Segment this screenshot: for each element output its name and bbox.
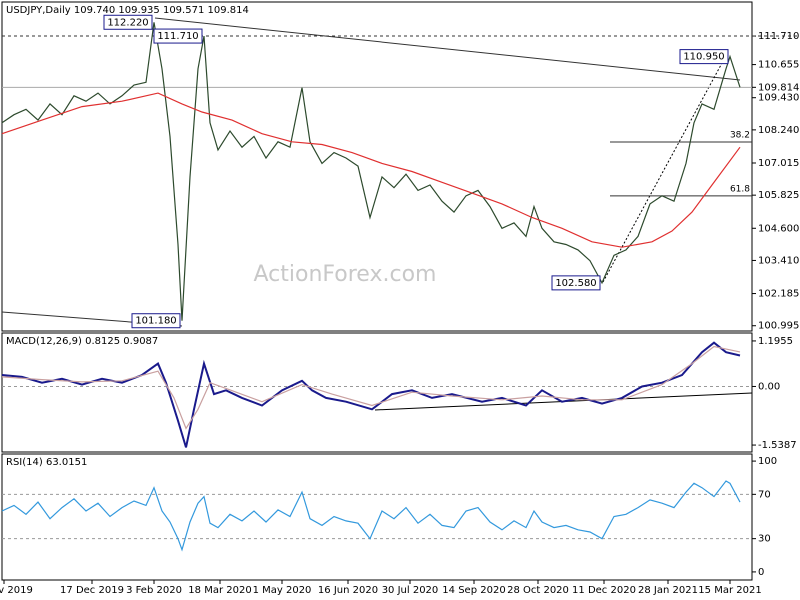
annotation-box: [153, 28, 203, 44]
annotation-label: 102.580: [555, 278, 596, 289]
x-tick-label: 1 Nov 2019: [0, 585, 33, 596]
y-tick-label: 109.430: [758, 93, 799, 104]
rsi-panel: [1, 453, 753, 581]
y-tick-label: 107.015: [758, 158, 799, 169]
y-tick-label: 30: [758, 534, 771, 545]
y-tick-label: 0: [758, 567, 764, 578]
annotation-label: 111.710: [157, 31, 198, 42]
y-tick-label: 105.825: [758, 190, 799, 201]
y-tick-label: 109.814: [758, 82, 799, 93]
annotation-box: [679, 49, 729, 65]
trendline: [154, 17, 741, 81]
y-tick-label: 1.1955: [758, 336, 793, 347]
series-line: [1, 92, 741, 248]
y-tick-label: 108.240: [758, 125, 799, 136]
panel-title: RSI(14) 63.0151: [6, 457, 87, 468]
x-tick-label: 11 Dec 2020: [572, 585, 636, 596]
annotation-box: [131, 313, 181, 329]
x-tick-label: 28 Jan 2021: [638, 585, 698, 596]
y-tick-label: 100: [758, 456, 777, 467]
y-tick-label: 102.185: [758, 289, 799, 300]
series-line: [1, 480, 741, 552]
annotation-label: 101.180: [135, 316, 176, 327]
y-tick-label: 104.600: [758, 223, 799, 234]
watermark: ActionForex.com: [254, 262, 437, 287]
macd-panel: [1, 332, 753, 453]
x-tick-label: 16 Jun 2020: [318, 585, 378, 596]
series-line: [1, 345, 741, 430]
y-tick-label: 100.995: [758, 321, 799, 332]
x-tick-label: 30 Jul 2020: [382, 585, 439, 596]
annotation-box: [551, 275, 601, 291]
y-tick-label: 103.410: [758, 255, 799, 266]
annotation-box: [103, 14, 153, 30]
y-tick-label: 0.00: [758, 381, 780, 392]
y-tick-label: -1.5387: [758, 440, 797, 451]
panel-title: MACD(12,26,9) 0.8125 0.9087: [6, 336, 158, 347]
annotation-label: 112.220: [107, 17, 148, 28]
x-tick-label: 15 Mar 2021: [698, 585, 761, 596]
x-tick-label: 3 Feb 2020: [126, 585, 182, 596]
fib-label: 38.2: [730, 131, 750, 141]
fib-label: 61.8: [730, 184, 750, 194]
y-tick-label: 70: [758, 489, 771, 500]
x-tick-label: 18 Mar 2020: [188, 585, 251, 596]
x-tick-label: 17 Dec 2019: [60, 585, 124, 596]
annotation-label: 110.950: [683, 52, 724, 63]
series-line: [1, 22, 741, 321]
y-tick-label: 110.655: [758, 60, 799, 71]
x-tick-label: 1 May 2020: [253, 585, 312, 596]
panel-title: USDJPY,Daily 109.740 109.935 109.571 109…: [6, 5, 249, 16]
x-tick-label: 14 Sep 2020: [442, 585, 505, 596]
x-tick-label: 28 Oct 2020: [507, 585, 569, 596]
price-panel: [1, 1, 753, 332]
